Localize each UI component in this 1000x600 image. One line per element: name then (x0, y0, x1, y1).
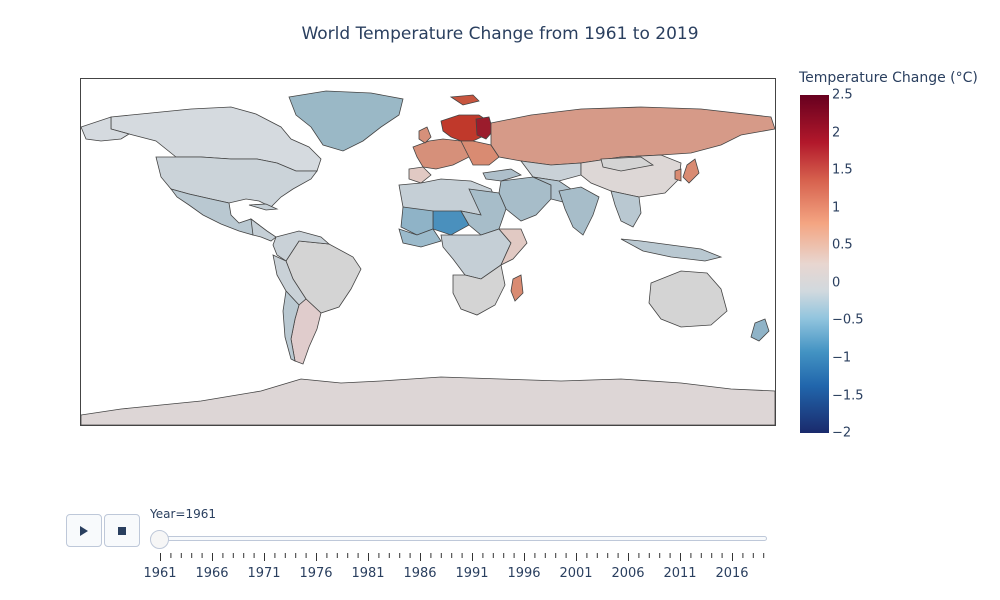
slider-tick-label[interactable]: 1981 (351, 566, 385, 581)
west-africa[interactable] (398, 228, 442, 248)
colorbar-tick: 2 (832, 125, 841, 141)
slider-current-value: Year=1961 (150, 507, 216, 521)
venezuela-colombia[interactable] (272, 230, 331, 262)
colorbar-tick: −0.5 (832, 312, 864, 328)
slider-tick-label[interactable]: 1966 (195, 566, 229, 581)
russia[interactable] (490, 106, 775, 166)
mongolia[interactable] (600, 156, 655, 172)
australia[interactable] (648, 270, 728, 328)
colorbar-tick: 2.5 (832, 87, 853, 103)
slider-rail[interactable] (150, 536, 767, 541)
japan[interactable] (682, 158, 700, 184)
colorbar-tick: 0 (832, 275, 841, 291)
colorbar (800, 95, 829, 433)
slider-tick-label[interactable]: 1991 (455, 566, 489, 581)
colorbar-tick: −2 (832, 425, 852, 441)
india[interactable] (558, 186, 600, 236)
colorbar-tick: 1.5 (832, 162, 853, 178)
slider-tick-label[interactable]: 1976 (299, 566, 333, 581)
eastern-europe[interactable] (460, 140, 500, 166)
stop-icon (118, 526, 126, 535)
madagascar[interactable] (510, 274, 524, 302)
colorbar-title: Temperature Change (°C) (799, 70, 978, 86)
slider-handle[interactable] (150, 530, 169, 549)
colorbar-tick: −1.5 (832, 388, 864, 404)
southern-africa[interactable] (452, 264, 506, 316)
play-button[interactable] (66, 514, 102, 547)
iberia[interactable] (408, 166, 432, 184)
korea[interactable] (674, 168, 682, 182)
chile[interactable] (282, 290, 300, 362)
slider-tick-label[interactable]: 1996 (507, 566, 541, 581)
turkey[interactable] (482, 168, 522, 182)
slider-tick-label[interactable]: 2011 (663, 566, 697, 581)
central-america[interactable] (250, 218, 277, 242)
middle-east[interactable] (498, 176, 552, 222)
uk[interactable] (418, 126, 432, 144)
new-zealand[interactable] (750, 318, 770, 342)
colorbar-tick: 0.5 (832, 237, 853, 253)
finland[interactable] (475, 116, 494, 140)
slider-tick-label[interactable]: 1961 (143, 566, 177, 581)
choropleth-svg (81, 90, 775, 425)
alaska[interactable] (81, 116, 130, 142)
slider-tick-label[interactable]: 2006 (611, 566, 645, 581)
chart-title: World Temperature Change from 1961 to 20… (301, 24, 699, 44)
slider-tick-label[interactable]: 2016 (715, 566, 749, 581)
slider-tick-label[interactable]: 1986 (403, 566, 437, 581)
indonesia[interactable] (620, 238, 723, 262)
cuba[interactable] (248, 203, 279, 211)
stop-button[interactable] (104, 514, 140, 547)
world-map[interactable] (80, 78, 776, 426)
greenland[interactable] (288, 90, 404, 152)
antarctica[interactable] (81, 376, 775, 425)
southeast-asia[interactable] (610, 190, 642, 228)
slider-tick-label[interactable]: 1971 (247, 566, 281, 581)
iceland[interactable] (449, 94, 480, 106)
colorbar-tick: 1 (832, 200, 841, 216)
slider-ticks (160, 553, 765, 561)
slider-tick-label[interactable]: 2001 (559, 566, 593, 581)
colorbar-tick: −1 (832, 350, 852, 366)
play-icon (80, 525, 88, 536)
east-africa[interactable] (498, 228, 528, 266)
